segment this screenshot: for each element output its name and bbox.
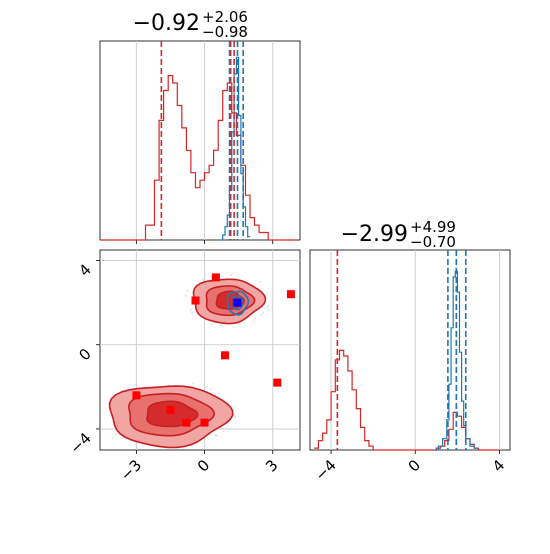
sample-dot-upper-19 xyxy=(271,306,273,309)
sample-dot-upper-67 xyxy=(258,281,261,284)
red-marker-0 xyxy=(211,273,220,282)
sample-dot-upper-26 xyxy=(262,311,265,314)
red-marker-3 xyxy=(286,290,295,299)
red-marker-5 xyxy=(273,378,282,387)
sample-dot-upper-23 xyxy=(266,306,269,308)
sample-dot-lower-49 xyxy=(215,434,218,437)
sample-dot-upper-34 xyxy=(260,314,263,316)
sample-dot-upper-7 xyxy=(230,274,233,276)
sample-dot-upper-64 xyxy=(220,324,222,327)
sample-dot-lower-83 xyxy=(234,416,237,419)
tick-label-y2-2: 4 xyxy=(75,261,94,280)
title-param2-sub: −0.70 xyxy=(410,233,456,251)
sample-dot-upper-40 xyxy=(210,323,213,326)
sample-dot-lower-41 xyxy=(214,393,217,396)
tick-label-x2-2: 3 xyxy=(262,456,281,475)
title-param1-sub: −0.98 xyxy=(202,23,248,41)
sample-dot-lower-10 xyxy=(221,427,224,430)
sample-dot-upper-37 xyxy=(210,275,213,278)
chart-layer: −3 0 3 −4 0 4 −4 0 4 xyxy=(66,40,511,484)
sample-dot-upper-9 xyxy=(186,290,189,292)
sample-dot-upper-14 xyxy=(189,308,192,311)
red-marker-8 xyxy=(182,418,191,427)
sample-dot-lower-14 xyxy=(222,430,225,433)
contour-blue-outer xyxy=(226,290,250,316)
sample-dot-upper-21 xyxy=(202,278,204,281)
sample-dot-upper-49 xyxy=(191,312,193,314)
tick-label-x2-0: −3 xyxy=(117,456,145,484)
contour-blue-inner xyxy=(231,295,245,311)
red-marker-4 xyxy=(221,351,229,360)
blue-histogram-x xyxy=(220,56,250,241)
title-param1-sup: +2.06 xyxy=(202,8,248,26)
red-histogram-y xyxy=(314,349,500,451)
sample-dot-upper-17 xyxy=(252,321,255,324)
sample-dot-lower-72 xyxy=(214,434,216,437)
red-histogram-x xyxy=(100,75,296,241)
sample-dot-lower-73 xyxy=(233,414,236,417)
tick-label-x3-2: 4 xyxy=(489,456,508,475)
panel-x-histogram xyxy=(99,40,301,241)
tick-label-x2-1: 0 xyxy=(194,456,213,475)
red-marker-7 xyxy=(166,406,175,414)
tick-label-x3-1: 0 xyxy=(405,456,424,475)
sample-dot-lower-62 xyxy=(192,382,195,385)
tick-label-x3-0: −4 xyxy=(312,456,340,484)
red-marker-9 xyxy=(200,418,209,427)
sample-dot-lower-117 xyxy=(204,386,207,389)
sample-dot-upper-63 xyxy=(254,317,257,320)
red-marker-1 xyxy=(191,296,200,305)
title-param2-main: −2.99 xyxy=(341,222,408,247)
tick-label-y2-0: −4 xyxy=(66,429,94,457)
title-param2: −2.99 +4.99 −0.70 xyxy=(341,218,456,251)
tick-label-y2-1: 0 xyxy=(75,345,94,364)
blue-marker xyxy=(233,298,242,307)
sample-dot-upper-70 xyxy=(267,308,269,311)
title-param1: −0.92 +2.06 −0.98 xyxy=(133,8,248,41)
title-param1-main: −0.92 xyxy=(133,11,200,36)
sample-dot-lower-108 xyxy=(115,433,117,436)
sample-dot-lower-47 xyxy=(209,388,212,391)
title-param2-sup: +4.99 xyxy=(410,218,456,236)
red-marker-6 xyxy=(132,391,141,400)
sample-dot-upper-78 xyxy=(184,294,187,297)
sample-dot-lower-69 xyxy=(217,392,220,395)
sample-dot-upper-42 xyxy=(263,306,266,309)
